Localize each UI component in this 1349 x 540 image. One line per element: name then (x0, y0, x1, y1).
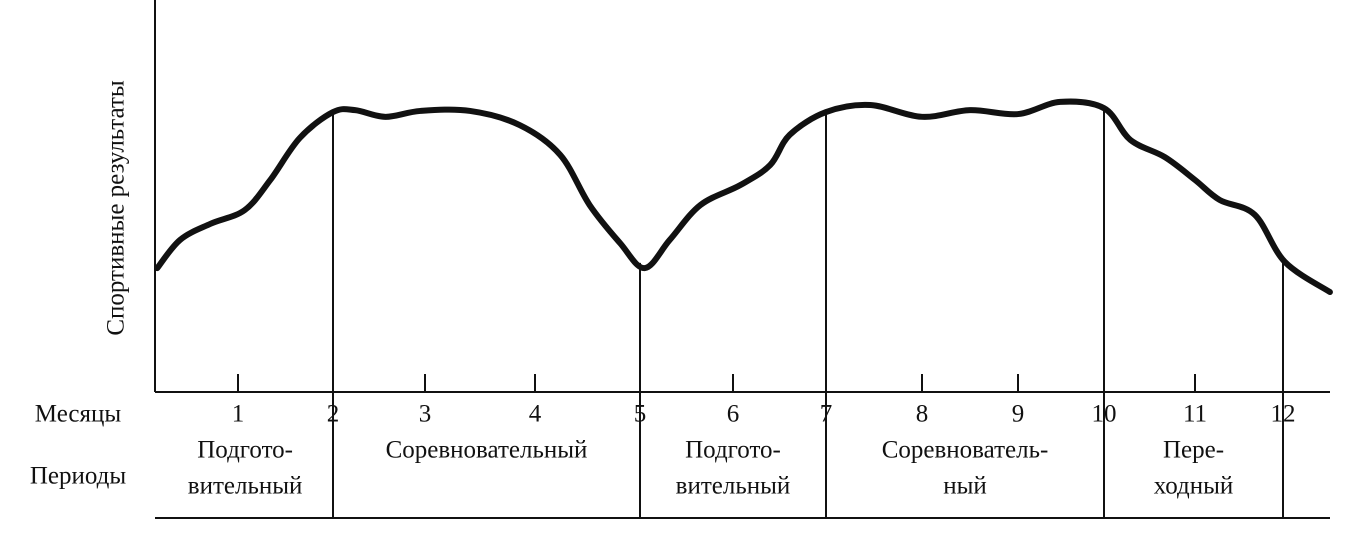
line (154, 98, 1333, 296)
period-label: вительный (188, 473, 303, 500)
periods-row-label: Периоды (30, 463, 127, 490)
period-label: Подгото- (197, 437, 293, 464)
x-tick-label: 1 (232, 401, 245, 428)
x-tick-label: 3 (419, 401, 432, 428)
period-label: вительный (676, 473, 791, 500)
period-label: Пере- (1163, 437, 1224, 464)
x-tick-label: 8 (916, 401, 929, 428)
period-label: Подгото- (685, 437, 781, 464)
x-tick-label: 4 (529, 401, 542, 428)
x-tick-label: 6 (727, 401, 740, 428)
x-tick-label: 11 (1183, 401, 1207, 428)
y-axis-label: Спортивные результаты (103, 80, 130, 336)
period-label: Соревнователь- (882, 437, 1049, 464)
x-tick-label: 9 (1012, 401, 1025, 428)
period-label: Соревновательный (386, 437, 588, 464)
period-label: ходный (1154, 473, 1234, 500)
period-label: ный (943, 473, 987, 500)
months-row-label: Месяцы (35, 401, 122, 428)
